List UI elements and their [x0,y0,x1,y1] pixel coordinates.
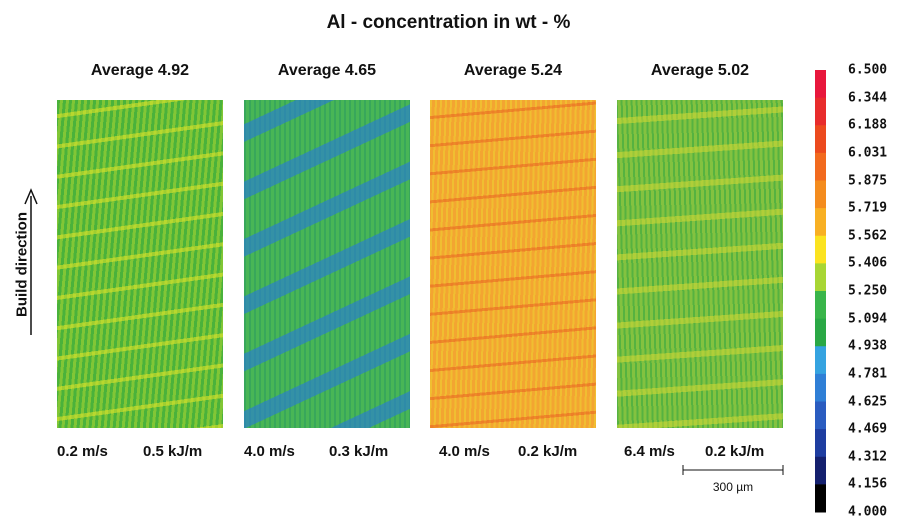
average-label: Average 5.02 [650,62,750,79]
colorbar-segment [815,401,826,430]
speed-label: 6.4 m/s [624,443,675,460]
energy-label: 0.3 kJ/m [329,443,389,460]
energy-label: 0.2 kJ/m [705,443,765,460]
colorbar-segment [815,346,826,375]
concentration-map [617,100,783,428]
colorbar-segment [815,291,826,320]
colorbar-label: 5.250 [848,283,888,299]
scale-bar-label: 300 µm [712,480,754,494]
colorbar-label: 4.938 [848,338,888,354]
colorbar-segment [815,456,826,485]
arrow-head [24,188,38,205]
average-label: Average 4.65 [277,62,377,79]
concentration-map [244,100,410,428]
colorbar-label: 4.469 [848,421,888,437]
colorbar-label: 6.344 [848,90,888,106]
colorbar-label: 5.094 [848,311,888,327]
average-label: Average 4.92 [90,62,190,79]
colorbar-segment [815,180,826,209]
colorbar-label: 5.406 [848,255,888,271]
colorbar-segment [815,235,826,264]
colorbar-segment [815,318,826,347]
colorbar-label: 4.625 [848,394,888,409]
colorbar-label: 4.156 [848,476,888,492]
speed-label: 4.0 m/s [439,443,490,460]
colorbar-segment [815,263,826,292]
colorbar-label: 4.000 [848,504,888,520]
colorbar-label: 5.875 [848,173,888,188]
colorbar-segment [815,373,826,402]
colorbar-segment [815,152,826,181]
speed-label: 0.2 m/s [57,443,108,460]
colorbar-label: 4.781 [848,366,888,382]
colorbar-segment [815,97,826,126]
concentration-map [57,100,223,428]
colorbar-segment [815,429,826,458]
average-label: Average 5.24 [463,62,563,79]
speed-label: 4.0 m/s [244,443,295,460]
colorbar-label: 6.031 [848,145,888,161]
figure-title: Al - concentration in wt - % [326,12,571,33]
colorbar-segment [815,70,826,99]
colorbar-label: 6.188 [848,117,888,133]
colorbar-segment [815,125,826,154]
build-direction-label: Build direction [13,212,31,317]
colorbar [815,70,826,513]
colorbar-segment [815,484,826,513]
energy-label: 0.5 kJ/m [143,443,203,460]
energy-label: 0.2 kJ/m [518,443,578,460]
colorbar-segment [815,208,826,237]
colorbar-label: 5.719 [848,200,888,216]
colorbar-label: 5.562 [848,228,888,244]
colorbar-label: 6.500 [848,62,888,78]
concentration-map [430,100,596,428]
colorbar-label: 4.312 [848,449,888,465]
